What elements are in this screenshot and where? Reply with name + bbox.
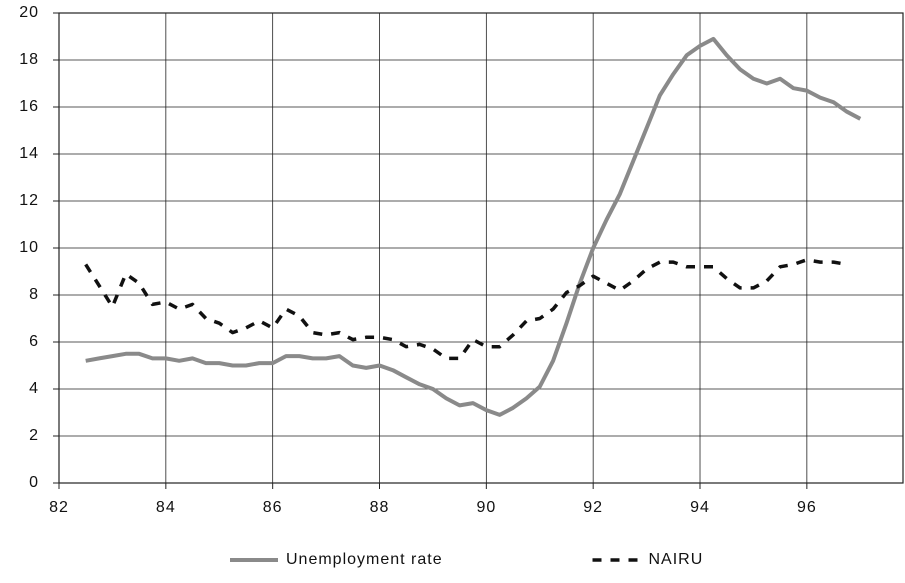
y-tick-label: 8 [29,286,39,303]
y-tick-label: 12 [19,192,39,209]
data-line [85,36,862,417]
y-tick-label: 6 [29,333,39,350]
data-line [84,258,848,361]
y-tick-label: 16 [19,98,39,115]
x-tick-label: 94 [690,499,710,516]
x-tick-label: 92 [583,499,603,516]
y-tick-label: 0 [29,474,39,491]
y-tick-label: 18 [19,51,39,68]
x-tick-label: 90 [476,499,496,516]
y-tick-label: 14 [19,145,39,162]
plot-border [58,12,904,484]
x-tick-label: 82 [49,499,69,516]
x-tick-label: 86 [263,499,283,516]
legend-label: NAIRU [649,551,704,568]
y-tick-label: 10 [19,239,39,256]
y-tick-label: 2 [29,427,39,444]
x-tick-label: 96 [797,499,817,516]
y-tick-label: 20 [19,4,39,21]
x-tick-label: 84 [156,499,176,516]
legend-label: Unemployment rate [286,551,443,568]
x-tick-label: 88 [370,499,390,516]
y-tick-label: 4 [29,380,39,397]
